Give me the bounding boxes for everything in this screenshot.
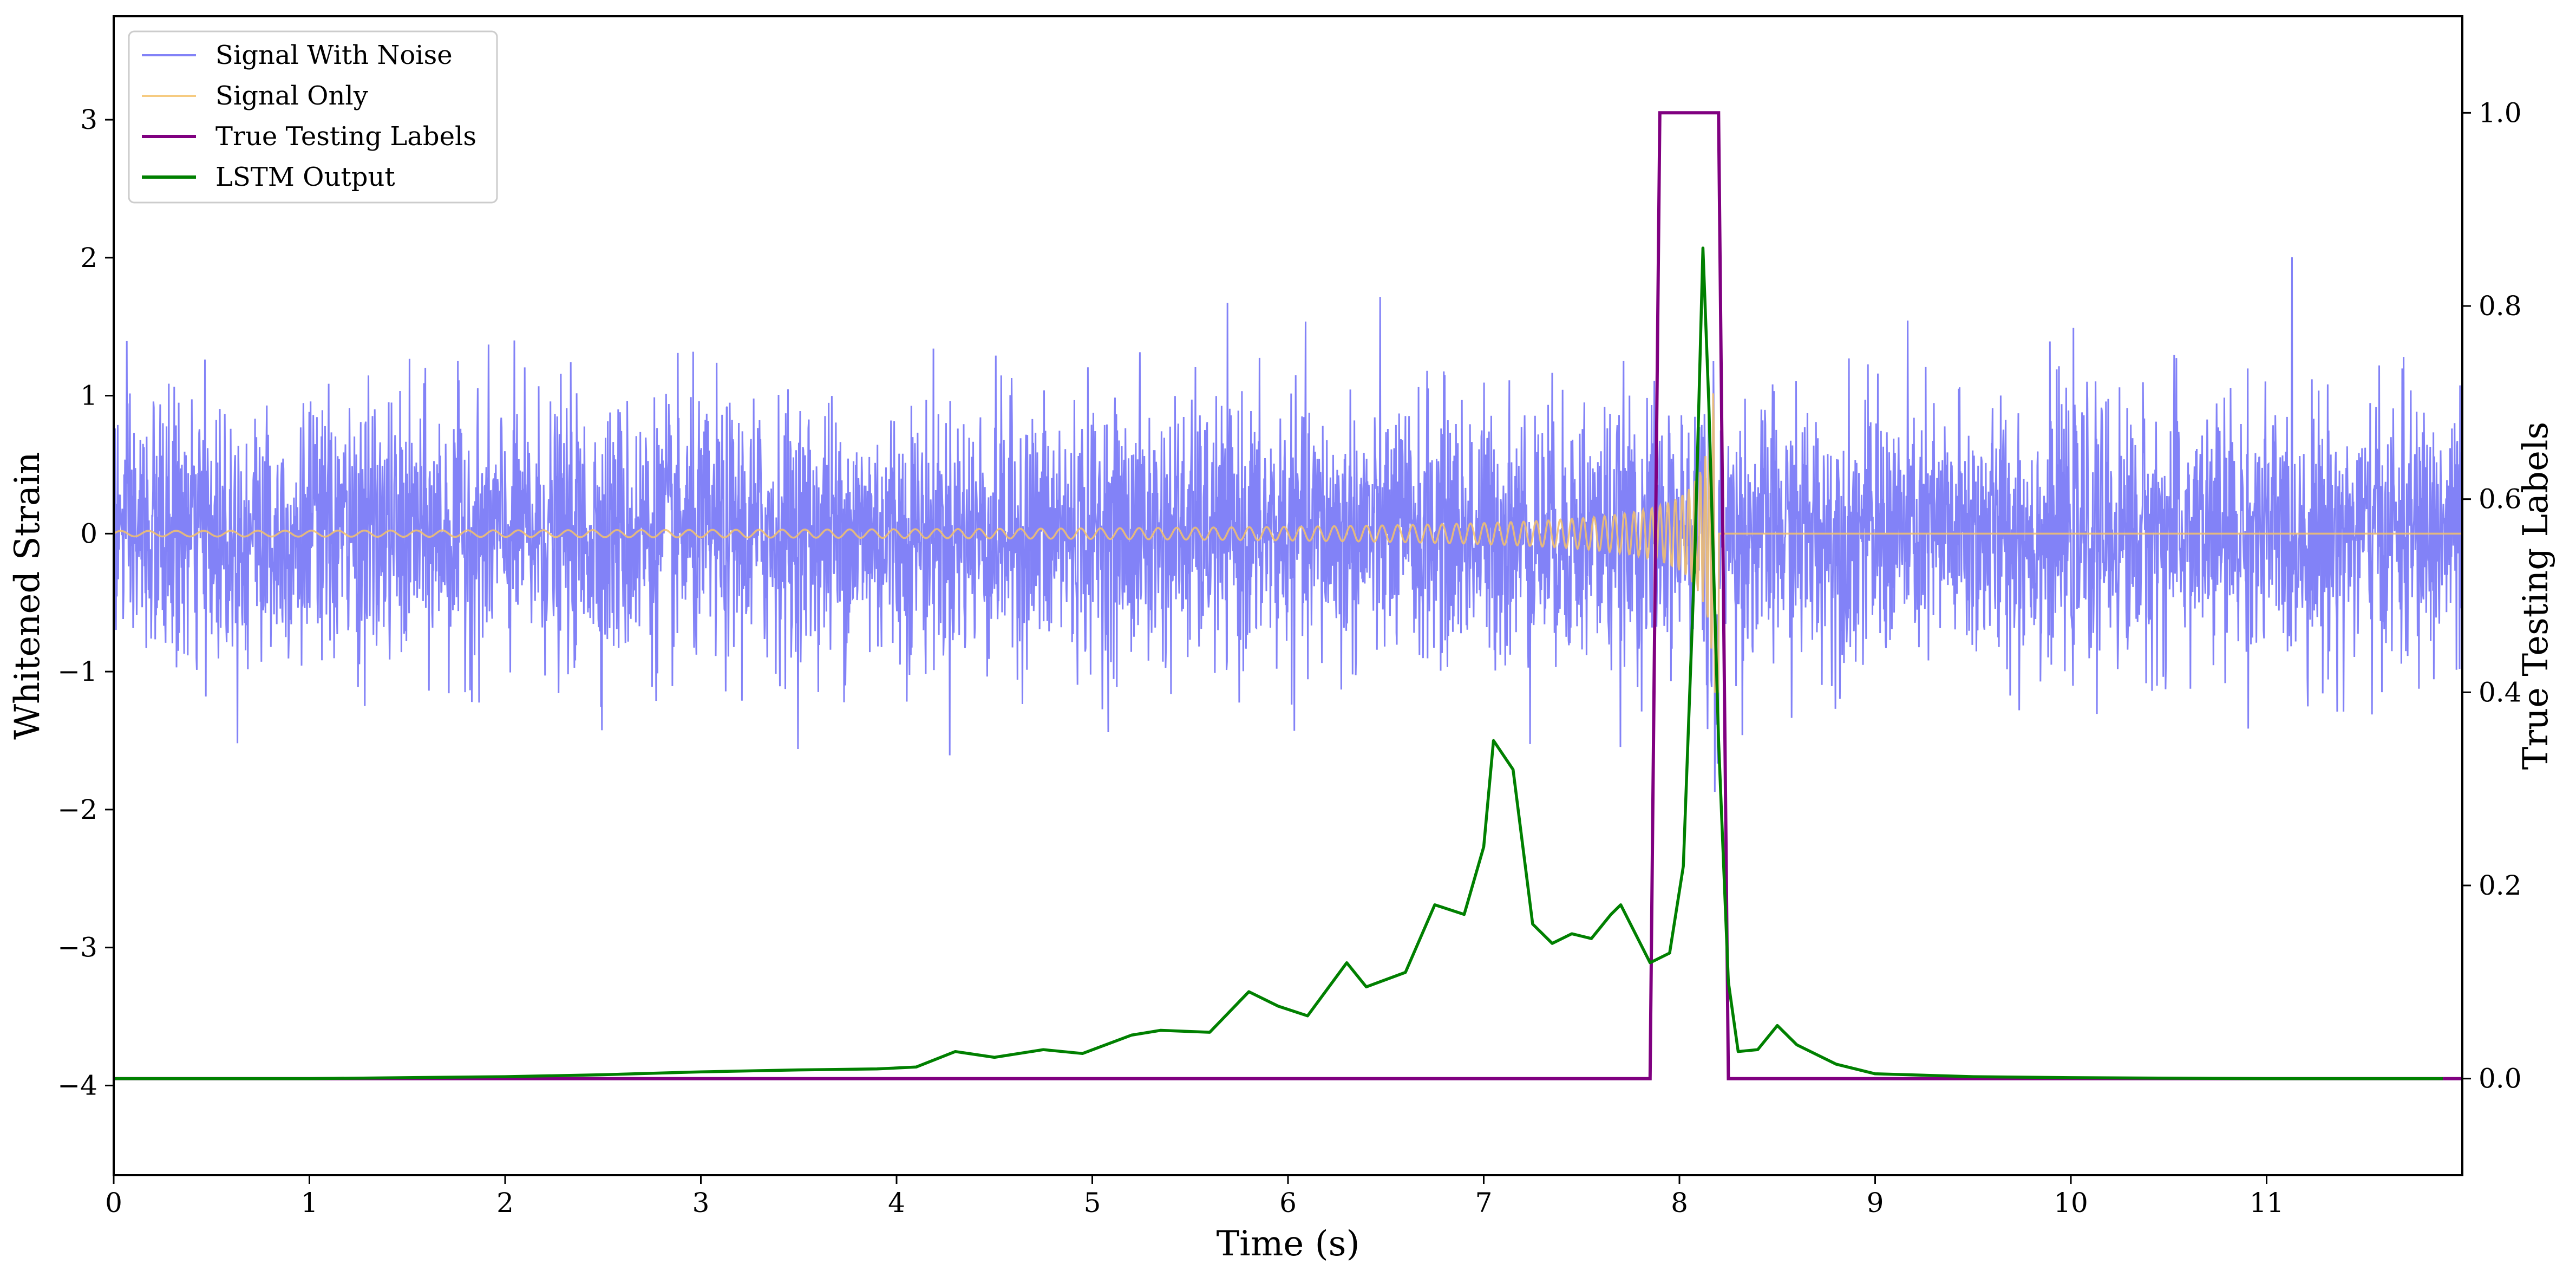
x-tick-label: 10 bbox=[2054, 1187, 2088, 1219]
legend-frame bbox=[128, 30, 498, 204]
y-right-tick-label: 0.8 bbox=[2479, 290, 2522, 322]
x-tick-label: 9 bbox=[1867, 1187, 1884, 1219]
legend: Signal With Noise Signal Only True Testing… bbox=[128, 30, 498, 204]
legend-label-signal-only: Signal Only bbox=[215, 81, 368, 111]
x-tick-label: 4 bbox=[888, 1187, 905, 1219]
x-tick-label: 6 bbox=[1279, 1187, 1297, 1219]
y-right-tick-label: 0.0 bbox=[2479, 1063, 2522, 1094]
x-tick-label: 0 bbox=[105, 1187, 122, 1219]
y-right-tick-label: 0.4 bbox=[2479, 676, 2522, 708]
legend-label-true-testing-labels: True Testing Labels bbox=[215, 121, 476, 152]
x-tick-label: 2 bbox=[496, 1187, 514, 1219]
y-left-tick-label: 0 bbox=[80, 518, 97, 549]
x-tick-label: 11 bbox=[2250, 1187, 2284, 1219]
y-left-tick-label: −4 bbox=[57, 1070, 97, 1101]
x-axis-title: Time (s) bbox=[1217, 1224, 1360, 1264]
legend-label-lstm-output: LSTM Output bbox=[215, 162, 395, 192]
legend-label-signal-with-noise: Signal With Noise bbox=[215, 40, 453, 70]
y-left-tick-label: 2 bbox=[80, 242, 97, 273]
y-axis-title-left: Whitened Strain bbox=[8, 452, 48, 739]
y-axis-title-right: True Testing Labels bbox=[2516, 422, 2556, 770]
series-signal-with-noise-line bbox=[114, 257, 2462, 792]
series-true-testing-labels-line bbox=[114, 111, 2462, 1080]
x-tick-label: 3 bbox=[692, 1187, 710, 1219]
series-lstm-output-line bbox=[114, 246, 2443, 1080]
y-right-tick-label: 0.2 bbox=[2479, 870, 2522, 901]
series-signal-only-line bbox=[114, 393, 2462, 693]
y-right-tick-label: 1.0 bbox=[2479, 97, 2522, 128]
x-tick-label: 8 bbox=[1671, 1187, 1688, 1219]
y-left-tick-label: −3 bbox=[57, 932, 97, 963]
x-tick-label: 7 bbox=[1475, 1187, 1493, 1219]
y-left-tick-label: 3 bbox=[80, 104, 97, 135]
y-left-tick-label: 1 bbox=[80, 380, 97, 412]
x-tick-label: 1 bbox=[301, 1187, 318, 1219]
y-left-tick-label: −2 bbox=[57, 794, 97, 825]
y-left-tick-label: −1 bbox=[57, 656, 97, 687]
x-tick-label: 5 bbox=[1084, 1187, 1101, 1219]
y-right-tick-label: 0.6 bbox=[2479, 484, 2522, 515]
